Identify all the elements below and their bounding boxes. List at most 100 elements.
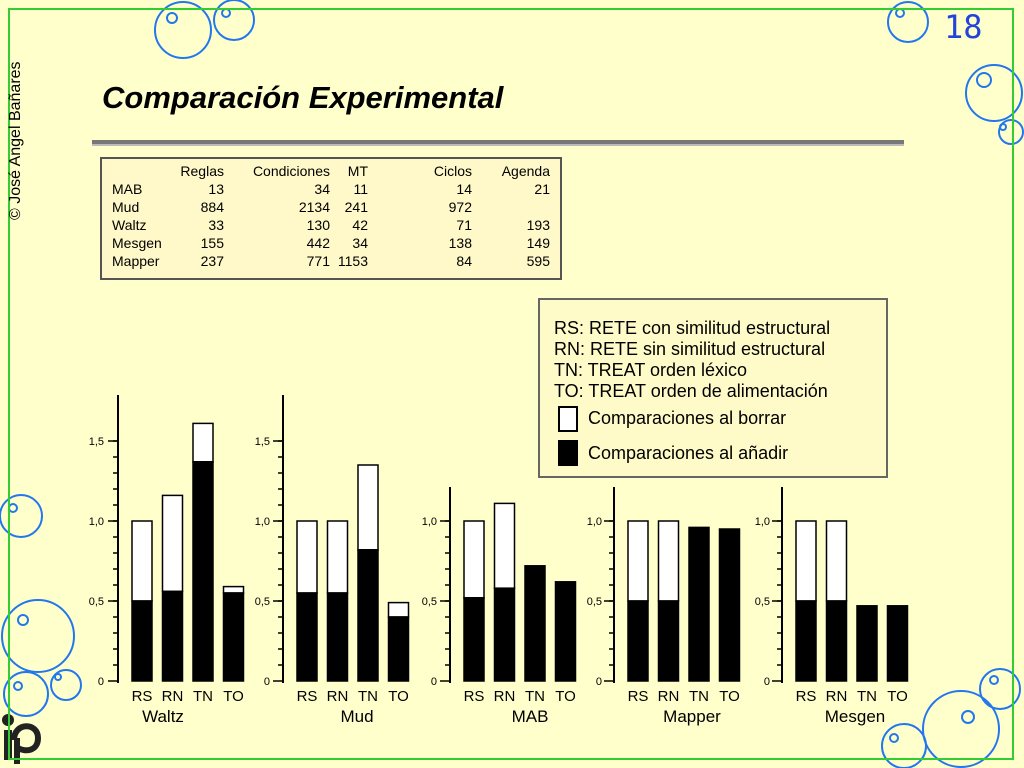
x-tick-label: RN: [494, 688, 516, 705]
bubble-icon: [166, 12, 178, 24]
table-cell: 34: [352, 235, 368, 251]
table-cell: 11: [353, 181, 368, 197]
bubble-icon: [54, 673, 62, 681]
chart-title: Waltz: [142, 707, 184, 726]
table-cell: 13: [208, 181, 224, 197]
bubble-icon: [976, 72, 992, 88]
x-tick-label: TO: [555, 688, 576, 705]
bar-add-rn: [657, 600, 680, 682]
chart-title: MAB: [512, 707, 549, 726]
legend-swatch-add: [558, 440, 578, 466]
bar-add-rs: [463, 597, 485, 682]
table-header-cell: Agenda: [501, 163, 550, 179]
bar-add-tn: [357, 549, 379, 682]
bar-delete-rn: [326, 520, 349, 594]
bar-add-rn: [493, 587, 516, 682]
bubble-icon: [965, 64, 1023, 122]
bar-delete-rn: [825, 520, 848, 602]
x-tick-label: TO: [388, 688, 409, 705]
table-header-cell: Condiciones: [252, 163, 330, 179]
table-cell: 1153: [337, 253, 368, 269]
bar-delete-to: [387, 601, 410, 618]
table-cell: Waltz: [112, 217, 147, 233]
bubble-icon: [3, 671, 49, 717]
y-tick-label: 0,5: [255, 596, 270, 608]
table-header-cell: Ciclos: [433, 163, 472, 179]
table-cell: 237: [200, 253, 224, 269]
bubble-icon: [979, 668, 1021, 710]
bar-delete-tn: [192, 422, 214, 463]
y-tick-label: 1,0: [587, 516, 602, 528]
table-cell: MAB: [112, 181, 143, 197]
y-tick-label: 1,5: [89, 436, 104, 448]
chart-title: Mesgen: [825, 707, 885, 726]
bar-add-rs: [131, 600, 153, 682]
bar-delete-to: [222, 585, 245, 594]
table-cell: 34: [314, 181, 330, 197]
x-tick-label: RS: [297, 688, 318, 705]
y-tick-label: 0,5: [755, 596, 770, 608]
table-cell: 14: [456, 181, 472, 197]
bar-delete-tn: [357, 464, 379, 551]
y-tick-label: 0: [98, 676, 104, 688]
table-cell: 33: [208, 217, 224, 233]
bar-add-rs: [795, 600, 817, 682]
y-tick-label: 1,5: [255, 436, 270, 448]
x-tick-label: TO: [719, 688, 740, 705]
bubble-icon: [13, 681, 23, 691]
bubble-icon: [998, 119, 1024, 145]
x-tick-label: RN: [162, 688, 184, 705]
legend-label-delete: Comparaciones al borrar: [588, 408, 787, 428]
table-cell: 972: [448, 199, 472, 215]
bar-delete-rs: [296, 520, 318, 594]
y-tick-label: 1,0: [422, 516, 437, 528]
chart-title: Mapper: [663, 707, 721, 726]
table-cell: 84: [456, 253, 472, 269]
table-cell: 595: [526, 253, 550, 269]
bar-add-tn: [192, 461, 214, 682]
x-tick-label: TN: [857, 688, 877, 705]
chart-mapper: 0 0,5 1,0 RS RN TN TO Mapper: [587, 487, 741, 726]
bar-delete-rs: [795, 520, 817, 602]
x-tick-label: TN: [358, 688, 378, 705]
bar-add-tn: [524, 565, 546, 682]
y-tick-label: 0: [431, 676, 437, 688]
bubble-icon: [0, 494, 43, 538]
table-cell: 149: [526, 235, 550, 251]
bar-delete-rn: [493, 502, 516, 589]
y-tick-label: 0: [764, 676, 770, 688]
table-cell: 42: [352, 217, 368, 233]
table-cell: 130: [306, 217, 330, 233]
bar-add-to: [718, 528, 741, 682]
legend-box: RS: RETE con similitud estructural RN: R…: [538, 298, 888, 478]
y-tick-label: 0: [264, 676, 270, 688]
bubble-icon: [881, 723, 927, 768]
y-tick-label: 0: [596, 676, 602, 688]
table-cell: 21: [534, 181, 550, 197]
x-tick-label: TN: [193, 688, 213, 705]
page-title: Comparación Experimental: [102, 80, 504, 115]
table-header-cell: Reglas: [180, 163, 224, 179]
bar-add-rs: [627, 600, 649, 682]
bar-add-rs: [296, 592, 318, 682]
bar-add-to: [554, 581, 577, 682]
table-cell: 771: [306, 253, 330, 269]
y-tick-label: 1,0: [89, 516, 104, 528]
x-tick-label: TN: [525, 688, 545, 705]
table-cell: 241: [344, 199, 368, 215]
legend-line-rs: RS: RETE con similitud estructural: [554, 318, 831, 338]
bar-delete-rs: [463, 520, 485, 599]
bubble-icon: [154, 1, 212, 59]
bubble-icon: [1, 599, 75, 673]
table-cell: Mud: [112, 199, 140, 215]
bar-add-to: [387, 616, 410, 682]
bubble-icon: [17, 614, 29, 626]
bubble-icon: [213, 0, 255, 41]
bubble-icon: [889, 733, 899, 743]
chart-mab: 0 0,5 1,0 RS RN TN TO MAB: [422, 487, 577, 726]
bar-add-tn: [688, 526, 710, 682]
bar-add-to: [222, 592, 245, 682]
table-cell: 193: [526, 217, 550, 233]
